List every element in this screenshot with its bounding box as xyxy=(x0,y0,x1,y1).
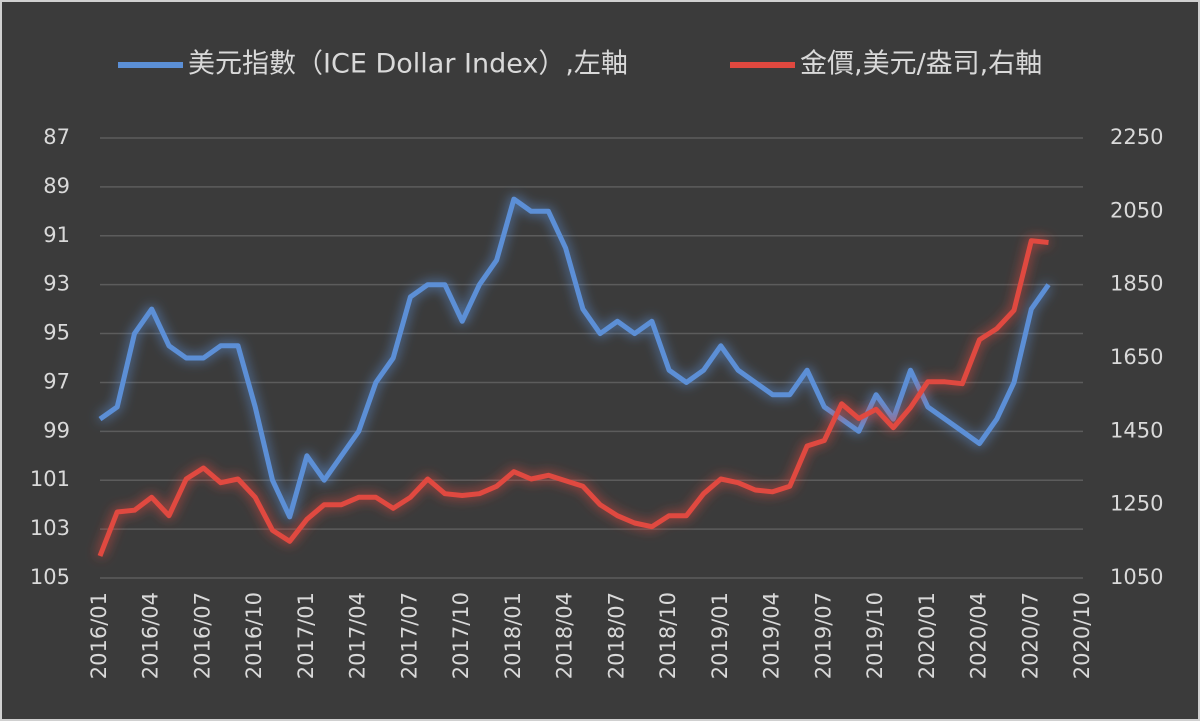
y2-tick-label: 1850 xyxy=(1110,272,1163,296)
legend-label: 美元指數（ICE Dollar Index）,左軸 xyxy=(188,49,628,80)
x-tick-label: 2017/10 xyxy=(449,592,473,679)
legend-label: 金價,美元/盎司,右軸 xyxy=(800,49,1042,80)
x-tick-label: 2019/04 xyxy=(760,592,784,679)
y-tick-label: 105 xyxy=(30,565,70,589)
x-tick-label: 2020/04 xyxy=(967,592,991,679)
x-tick-label: 2018/01 xyxy=(501,592,525,679)
y2-tick-label: 2250 xyxy=(1110,125,1163,149)
y-tick-label: 101 xyxy=(30,467,70,491)
x-tick-label: 2017/01 xyxy=(294,592,318,679)
x-tick-label: 2016/04 xyxy=(139,592,163,679)
x-tick-label: 2019/01 xyxy=(708,592,732,679)
x-tick-label: 2016/07 xyxy=(190,592,214,679)
y-tick-label: 91 xyxy=(43,223,70,247)
x-tick-label: 2016/10 xyxy=(242,592,266,679)
y-tick-label: 95 xyxy=(43,321,70,345)
y-tick-label: 97 xyxy=(43,369,70,393)
x-tick-label: 2018/07 xyxy=(604,592,628,679)
y-tick-label: 89 xyxy=(43,174,70,198)
y2-tick-label: 1050 xyxy=(1110,565,1163,589)
x-tick-label: 2020/01 xyxy=(915,592,939,679)
x-tick-label: 2017/07 xyxy=(397,592,421,679)
x-tick-label: 2016/01 xyxy=(87,592,111,679)
y-tick-label: 99 xyxy=(43,418,70,442)
y-tick-label: 103 xyxy=(30,516,70,540)
y2-tick-label: 1650 xyxy=(1110,345,1163,369)
y2-tick-label: 1250 xyxy=(1110,492,1163,516)
x-tick-label: 2017/04 xyxy=(346,592,370,679)
x-tick-label: 2019/07 xyxy=(811,592,835,679)
y2-tick-label: 1450 xyxy=(1110,418,1163,442)
x-tick-label: 2020/07 xyxy=(1018,592,1042,679)
x-tick-label: 2018/10 xyxy=(656,592,680,679)
x-tick-label: 2018/04 xyxy=(553,592,577,679)
x-tick-label: 2020/10 xyxy=(1070,592,1094,679)
series-line xyxy=(98,196,1051,520)
y2-tick-label: 2050 xyxy=(1110,198,1163,222)
x-tick-label: 2019/10 xyxy=(863,592,887,679)
y-tick-label: 93 xyxy=(43,272,70,296)
series-line xyxy=(97,238,1049,557)
y-tick-label: 87 xyxy=(43,125,70,149)
